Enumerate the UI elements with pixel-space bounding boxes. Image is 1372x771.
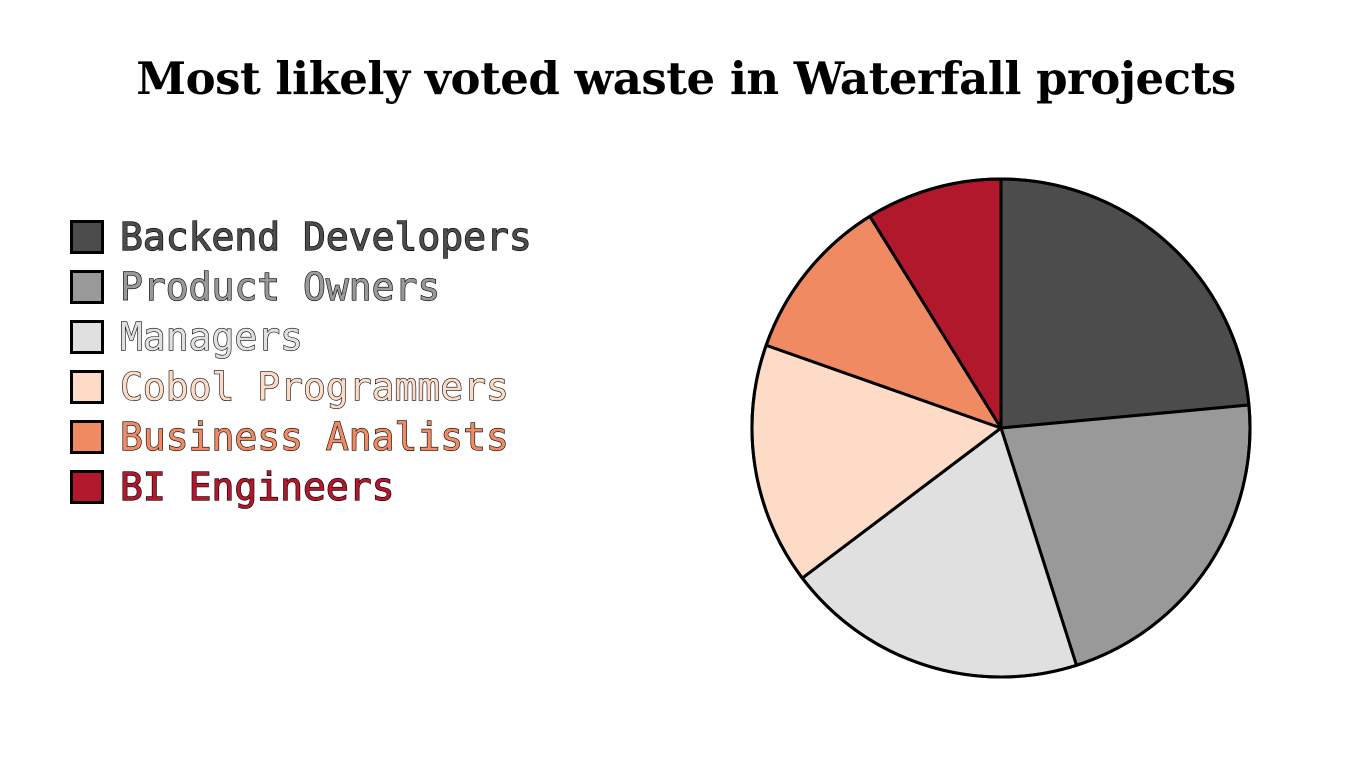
- legend-swatch: [70, 370, 104, 404]
- pie-outline: [750, 177, 1252, 679]
- legend-swatch: [70, 220, 104, 254]
- legend-item-managers: Managers: [70, 312, 532, 362]
- legend-item-product-owners: Product Owners: [70, 262, 532, 312]
- chart-legend: Backend Developers Product Owners Manage…: [70, 212, 532, 512]
- legend-item-backend-developers: Backend Developers: [70, 212, 532, 262]
- chart-title: Most likely voted waste in Waterfall pro…: [136, 52, 1236, 105]
- legend-item-cobol-programmers: Cobol Programmers: [70, 362, 532, 412]
- legend-swatch: [70, 320, 104, 354]
- legend-item-bi-engineers: BI Engineers: [70, 462, 532, 512]
- legend-label: Managers: [119, 315, 304, 359]
- legend-item-business-analists: Business Analists: [70, 412, 532, 462]
- legend-swatch: [70, 470, 104, 504]
- pie-slices: [750, 177, 1252, 679]
- legend-label: Product Owners: [119, 265, 441, 309]
- legend-label: BI Engineers: [119, 465, 395, 509]
- legend-swatch: [70, 270, 104, 304]
- legend-label: Backend Developers: [119, 215, 532, 259]
- legend-swatch: [70, 420, 104, 454]
- legend-label: Business Analists: [119, 415, 509, 459]
- pie-slice-backend-developers: [999, 177, 1251, 430]
- legend-label: Cobol Programmers: [119, 365, 509, 409]
